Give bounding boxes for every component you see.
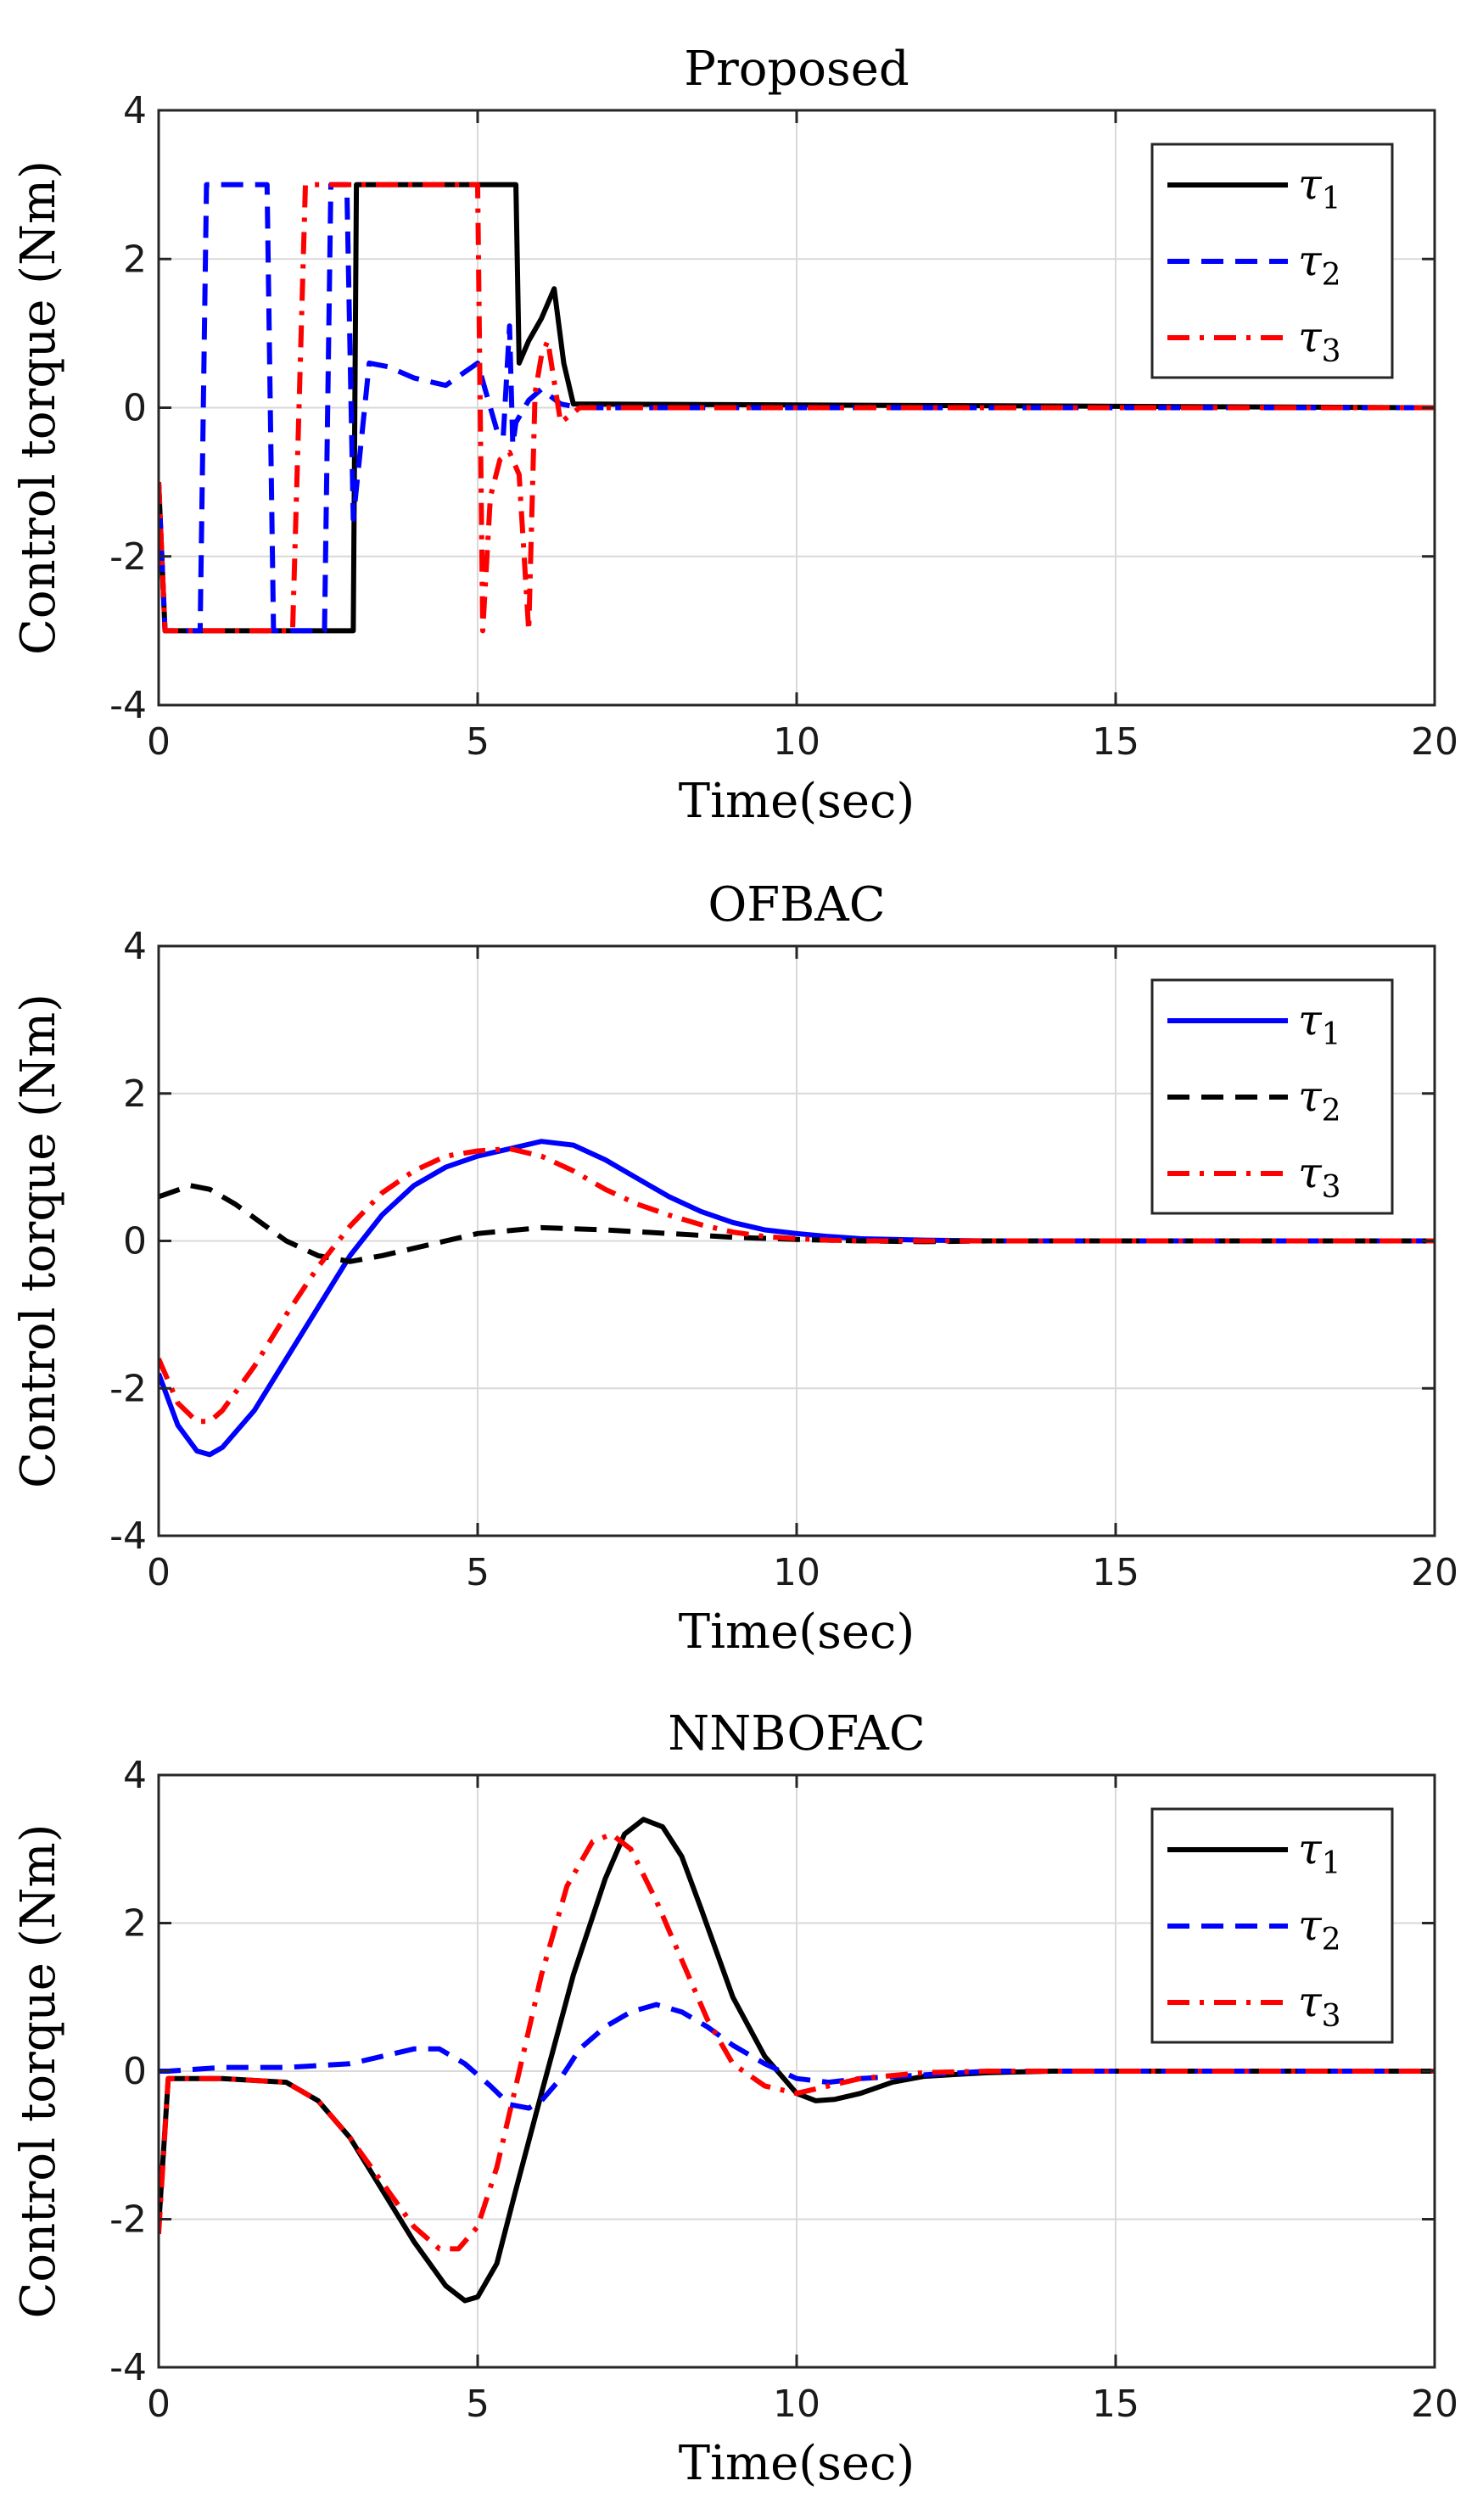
legend-subscript: 2: [1322, 1923, 1341, 1957]
legend-symbol: τ: [1298, 1072, 1323, 1121]
y-tick-label: 2: [123, 1902, 147, 1946]
x-tick-label: 0: [147, 1551, 171, 1594]
series-line-tau2: [159, 1183, 1435, 1264]
legend-label-tau2: τ2: [1298, 236, 1341, 293]
x-tick-label: 0: [147, 2383, 171, 2426]
legend-subscript: 3: [1322, 334, 1341, 369]
y-tick-label: 2: [123, 1072, 147, 1116]
legend-symbol: τ: [1298, 1148, 1323, 1197]
chart-title: Proposed: [684, 42, 909, 97]
legend-subscript: 3: [1322, 1170, 1341, 1205]
series-line-tau1: [159, 1817, 1435, 2304]
y-tick-label: -4: [109, 2346, 147, 2389]
y-tick-label: 4: [123, 89, 147, 132]
legend-subscript: 1: [1322, 182, 1341, 216]
x-tick-label: 0: [147, 720, 171, 764]
x-axis-label: Time(sec): [679, 1604, 915, 1660]
x-axis-label: Time(sec): [679, 2436, 915, 2491]
y-tick-label: 0: [123, 2050, 147, 2093]
x-axis-label: Time(sec): [679, 774, 915, 829]
series-line-tau1: [159, 182, 1435, 634]
series-line-tau3: [159, 1831, 1435, 2252]
legend-label-tau3: τ3: [1298, 1977, 1341, 2034]
x-tick-label: 10: [773, 1551, 820, 1594]
x-tick-label: 10: [773, 720, 820, 764]
legend-symbol: τ: [1298, 160, 1323, 209]
x-tick-label: 15: [1092, 720, 1139, 764]
legend-label-tau3: τ3: [1298, 312, 1341, 369]
y-tick-label: 4: [123, 925, 147, 968]
y-tick-label: -4: [109, 1515, 147, 1558]
chart-title: NNBOFAC: [668, 1706, 925, 1761]
legend-subscript: 2: [1322, 258, 1341, 293]
legend-subscript: 1: [1322, 1846, 1341, 1881]
y-tick-label: -2: [109, 1367, 147, 1410]
y-axis-label: Control torque (Nm): [11, 994, 66, 1488]
y-axis-label: Control torque (Nm): [11, 160, 66, 655]
x-tick-label: 20: [1411, 1551, 1458, 1594]
x-tick-label: 20: [1411, 720, 1458, 764]
y-tick-label: 0: [123, 1220, 147, 1263]
legend-symbol: τ: [1298, 1977, 1323, 2026]
legend-symbol: τ: [1298, 312, 1323, 361]
legend-label-tau2: τ2: [1298, 1072, 1341, 1128]
x-tick-label: 5: [466, 1551, 490, 1594]
y-tick-label: 4: [123, 1754, 147, 1797]
legend-label-tau2: τ2: [1298, 1901, 1341, 1957]
legend-label-tau1: τ1: [1298, 995, 1341, 1052]
legend-subscript: 3: [1322, 1999, 1341, 2034]
y-tick-label: 0: [123, 387, 147, 430]
x-tick-label: 10: [773, 2383, 820, 2426]
series-line-tau2: [159, 182, 1435, 634]
y-tick-label: 2: [123, 238, 147, 281]
chart-title: OFBAC: [708, 877, 885, 932]
legend-label-tau3: τ3: [1298, 1148, 1341, 1205]
legend-symbol: τ: [1298, 995, 1323, 1044]
x-tick-label: 15: [1092, 1551, 1139, 1594]
x-tick-label: 20: [1411, 2383, 1458, 2426]
x-tick-label: 15: [1092, 2383, 1139, 2426]
chart-panel-1: 0 5 10 15 20420-2-4ProposedTime(sec)Control …: [11, 42, 1458, 829]
series-line-tau3: [159, 182, 1435, 634]
legend-label-tau1: τ1: [1298, 1824, 1341, 1881]
y-tick-label: -2: [109, 2198, 147, 2242]
legend-symbol: τ: [1298, 236, 1323, 285]
legend-subscript: 2: [1322, 1094, 1341, 1128]
x-tick-label: 5: [466, 2383, 490, 2426]
y-tick-label: -4: [109, 684, 147, 727]
y-tick-label: -2: [109, 535, 147, 579]
legend-label-tau1: τ1: [1298, 160, 1341, 216]
x-tick-label: 5: [466, 720, 490, 764]
legend-symbol: τ: [1298, 1824, 1323, 1873]
y-axis-label: Control torque (Nm): [11, 1824, 66, 2319]
legend-symbol: τ: [1298, 1901, 1323, 1950]
legend-subscript: 1: [1322, 1017, 1341, 1052]
series-line-tau2: [159, 2002, 1435, 2111]
series-line-tau3: [159, 1145, 1435, 1425]
